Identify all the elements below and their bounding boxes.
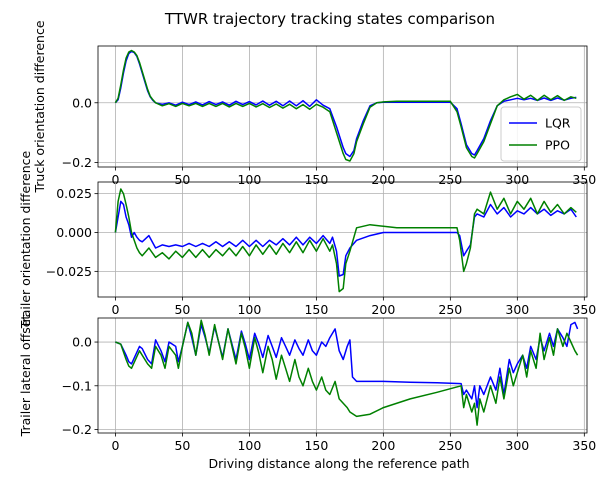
series-line-lqr xyxy=(114,200,577,277)
truck-orientation-panel: 0 50 100 150 200 250 300 350 −0.2 0.0 Truck orient… xyxy=(32,20,596,193)
figure-title: TTWR trajectory tracking states comparis… xyxy=(164,10,495,28)
y-axis-label: Trailer orientation difference xyxy=(18,150,33,329)
x-tick-label: 100 xyxy=(237,172,261,187)
trailer-lateral-offset-panel: 0 50 100 150 200 250 300 350 −0.2 −0.1 0.0 Trailer … xyxy=(18,315,596,453)
x-tick-label: 300 xyxy=(505,172,529,187)
x-tick-label: 350 xyxy=(572,172,596,187)
x-tick-label: 350 xyxy=(572,302,596,317)
x-tick-label: 50 xyxy=(174,302,190,317)
y-tick-label: 0.0 xyxy=(72,95,92,110)
x-tick-label: 200 xyxy=(371,438,395,453)
y-tick-label: 0.0 xyxy=(72,335,92,350)
x-tick-label: 300 xyxy=(505,302,529,317)
x-tick-label: 50 xyxy=(174,438,190,453)
y-tick-label: 0.000 xyxy=(56,225,92,240)
x-tick-label: 150 xyxy=(304,302,328,317)
x-tick-label: 100 xyxy=(237,302,261,317)
y-tick-label: 0.025 xyxy=(56,186,92,201)
axes-frame xyxy=(97,181,588,298)
y-axis-label: Truck orientation difference xyxy=(32,20,47,193)
axes-frame xyxy=(97,317,588,434)
legend-label-lqr: LQR xyxy=(545,116,571,131)
y-axis-label: Trailer lateral offset xyxy=(18,315,33,438)
y-tick-label: −0.025 xyxy=(46,264,92,279)
x-tick-label: 0 xyxy=(111,172,119,187)
x-tick-label: 0 xyxy=(111,438,119,453)
x-tick-label: 350 xyxy=(572,438,596,453)
series-line-ppo xyxy=(114,49,577,162)
y-tick-label: −0.2 xyxy=(62,155,92,170)
x-tick-label: 250 xyxy=(438,302,462,317)
legend: LQR PPO xyxy=(500,106,582,162)
x-tick-label: 250 xyxy=(438,172,462,187)
x-tick-label: 200 xyxy=(371,302,395,317)
legend-box xyxy=(500,106,582,162)
x-tick-label: 0 xyxy=(111,302,119,317)
axes-frame xyxy=(97,45,588,168)
series-line-ppo xyxy=(114,188,577,293)
y-tick-label: −0.1 xyxy=(62,378,92,393)
trailer-orientation-panel: 0 50 100 150 200 250 300 350 −0.025 0.000 0.025 Tra… xyxy=(18,150,596,329)
x-tick-label: 50 xyxy=(174,172,190,187)
x-tick-label: 150 xyxy=(304,438,328,453)
legend-label-ppo: PPO xyxy=(545,138,570,153)
x-tick-label: 150 xyxy=(304,172,328,187)
x-axis-label: Driving distance along the reference pat… xyxy=(208,456,469,471)
y-tick-label: −0.2 xyxy=(62,422,92,437)
x-tick-label: 250 xyxy=(438,438,462,453)
series-line-ppo xyxy=(115,319,579,426)
x-tick-label: 100 xyxy=(237,438,261,453)
x-tick-label: 200 xyxy=(371,172,395,187)
x-tick-label: 300 xyxy=(505,438,529,453)
